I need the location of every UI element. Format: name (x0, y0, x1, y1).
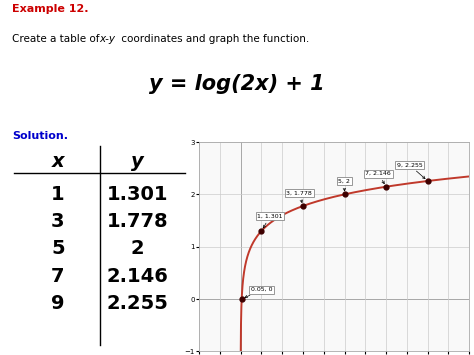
Text: 1: 1 (51, 185, 64, 204)
Text: 3: 3 (51, 212, 64, 231)
Text: 5, 2: 5, 2 (338, 179, 350, 191)
Text: x: x (52, 153, 64, 171)
Text: 3, 1.778: 3, 1.778 (286, 191, 312, 203)
Text: 9: 9 (51, 294, 64, 313)
Text: 9, 2.255: 9, 2.255 (397, 162, 425, 179)
Text: 2.255: 2.255 (107, 294, 168, 313)
Text: y = log(2x) + 1: y = log(2x) + 1 (149, 74, 325, 94)
Text: 2.146: 2.146 (107, 267, 168, 285)
Text: 1.778: 1.778 (107, 212, 168, 231)
Text: Create a table of: Create a table of (12, 34, 102, 44)
Text: y: y (131, 153, 144, 171)
Text: 1, 1.301: 1, 1.301 (257, 214, 283, 228)
Text: 7, 2.146: 7, 2.146 (365, 171, 391, 184)
Text: Solution.: Solution. (12, 131, 68, 141)
Text: coordinates and graph the function.: coordinates and graph the function. (118, 34, 310, 44)
Text: 5: 5 (51, 239, 64, 258)
Text: 1.301: 1.301 (107, 185, 168, 204)
Text: x-y: x-y (100, 34, 116, 44)
Text: Example 12.: Example 12. (12, 4, 88, 14)
Text: 2: 2 (131, 239, 144, 258)
Text: 7: 7 (51, 267, 64, 285)
Text: 0.05, 0: 0.05, 0 (245, 287, 273, 297)
